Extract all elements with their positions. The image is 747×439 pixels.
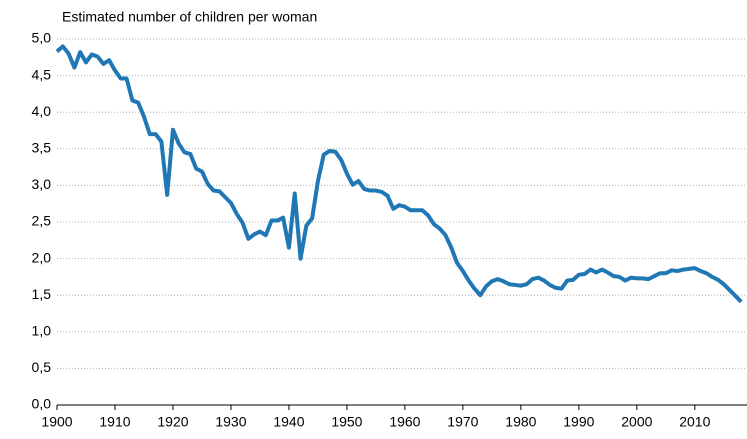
x-tick-label: 1900 bbox=[41, 414, 72, 430]
y-tick-label: 5,0 bbox=[32, 30, 52, 46]
y-tick-label: 2,5 bbox=[32, 213, 52, 229]
y-tick-label: 4,5 bbox=[32, 66, 52, 82]
y-tick-label: 3,0 bbox=[32, 176, 52, 192]
x-tick-label: 1910 bbox=[99, 414, 130, 430]
y-tick-label: 1,0 bbox=[32, 323, 52, 339]
y-tick-label: 0,5 bbox=[32, 359, 52, 375]
y-tick-label: 1,5 bbox=[32, 286, 52, 302]
x-tick-label: 1960 bbox=[389, 414, 420, 430]
x-tick-label: 1990 bbox=[563, 414, 594, 430]
y-tick-label: 3,5 bbox=[32, 140, 52, 156]
x-tick-label: 2010 bbox=[679, 414, 710, 430]
x-tick-label: 2000 bbox=[621, 414, 652, 430]
x-tick-label: 1970 bbox=[447, 414, 478, 430]
chart-title: Estimated number of children per woman bbox=[62, 9, 317, 25]
x-tick-label: 1980 bbox=[505, 414, 536, 430]
y-tick-label: 0,0 bbox=[32, 396, 52, 412]
y-tick-label: 2,0 bbox=[32, 249, 52, 265]
x-tick-label: 1920 bbox=[157, 414, 188, 430]
data-line bbox=[55, 44, 743, 304]
x-tick-label: 1950 bbox=[331, 414, 362, 430]
y-tick-label: 4,0 bbox=[32, 103, 52, 119]
x-tick-label: 1930 bbox=[215, 414, 246, 430]
x-tick-label: 1940 bbox=[273, 414, 304, 430]
